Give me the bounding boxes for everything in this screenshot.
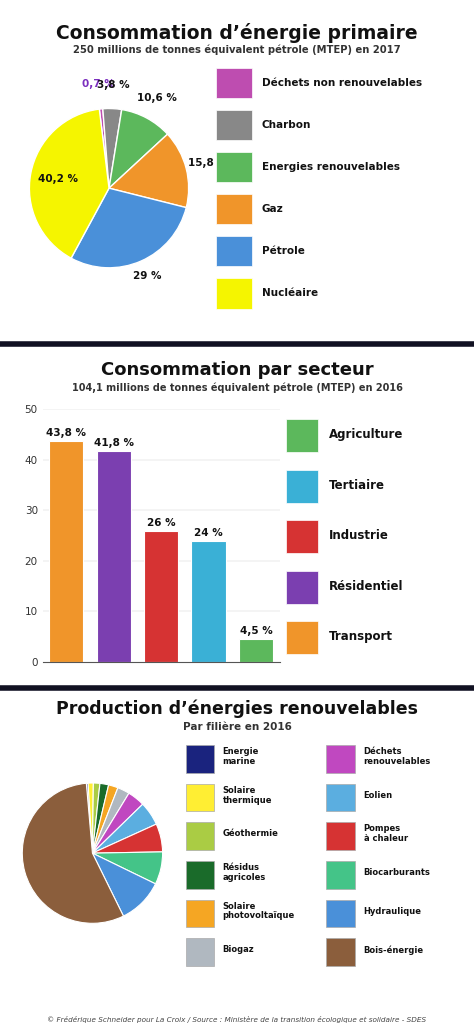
Text: 104,1 millions de tonnes équivalent pétrole (MTEP) en 2016: 104,1 millions de tonnes équivalent pétr… <box>72 383 402 393</box>
Text: Eolien: Eolien <box>364 791 393 800</box>
Bar <box>186 784 214 811</box>
Text: Déchets
renouvelables: Déchets renouvelables <box>364 747 431 766</box>
Bar <box>286 622 318 655</box>
Text: Industrie: Industrie <box>329 529 389 542</box>
Text: Pétrole: Pétrole <box>262 246 305 257</box>
Wedge shape <box>92 824 163 854</box>
Wedge shape <box>88 783 93 854</box>
Text: Biocarburants: Biocarburants <box>364 868 430 877</box>
Wedge shape <box>92 785 118 854</box>
Text: Par filière en 2016: Par filière en 2016 <box>182 722 292 732</box>
Text: Solaire
thermique: Solaire thermique <box>223 786 272 804</box>
Bar <box>186 899 214 928</box>
Text: Hydraulique: Hydraulique <box>364 906 422 916</box>
Text: 4,5 %: 4,5 % <box>239 626 273 636</box>
Wedge shape <box>103 108 122 188</box>
Text: Résidus
agricoles: Résidus agricoles <box>223 863 266 882</box>
Text: 29 %: 29 % <box>133 271 162 280</box>
Bar <box>286 470 318 503</box>
Text: Gaz: Gaz <box>262 204 283 214</box>
Text: © Frédérique Schneider pour La Croix / Source : Ministère de la transition écolo: © Frédérique Schneider pour La Croix / S… <box>47 1016 427 1023</box>
Text: Pompes
à chaleur: Pompes à chaleur <box>364 825 408 843</box>
Text: Agriculture: Agriculture <box>329 428 403 441</box>
Wedge shape <box>109 134 189 207</box>
Text: Energies renouvelables: Energies renouvelables <box>262 162 400 172</box>
Text: Bois-énergie: Bois-énergie <box>364 945 424 955</box>
Wedge shape <box>92 852 163 884</box>
Bar <box>286 521 318 554</box>
Text: Déchets non renouvelables: Déchets non renouvelables <box>262 78 422 88</box>
Text: 41,8 %: 41,8 % <box>94 438 134 447</box>
Text: Solaire
photovoltaïque: Solaire photovoltaïque <box>223 902 295 921</box>
Bar <box>97 451 131 662</box>
Text: 26 %: 26 % <box>147 518 175 528</box>
Wedge shape <box>29 109 109 258</box>
Text: Consommation d’énergie primaire: Consommation d’énergie primaire <box>56 23 418 42</box>
Text: 40,2 %: 40,2 % <box>38 173 78 184</box>
Text: Nucléaire: Nucléaire <box>262 289 318 298</box>
Bar <box>326 744 355 773</box>
Text: 250 millions de tonnes équivalent pétrole (MTEP) en 2017: 250 millions de tonnes équivalent pétrol… <box>73 44 401 55</box>
Bar <box>286 571 318 604</box>
Bar <box>191 540 226 662</box>
Wedge shape <box>71 188 186 268</box>
Bar <box>326 938 355 966</box>
Wedge shape <box>92 804 156 854</box>
Bar <box>216 68 252 98</box>
Wedge shape <box>92 793 143 854</box>
Text: 0,7 %: 0,7 % <box>82 78 115 89</box>
Bar <box>186 823 214 850</box>
Text: Résidentiel: Résidentiel <box>329 579 403 593</box>
Bar <box>216 236 252 266</box>
Bar <box>186 938 214 966</box>
Text: 3,8 %: 3,8 % <box>97 79 129 90</box>
Wedge shape <box>86 784 92 854</box>
Wedge shape <box>92 854 155 917</box>
Bar <box>216 194 252 225</box>
Text: 43,8 %: 43,8 % <box>46 428 86 437</box>
Text: Biogaz: Biogaz <box>223 945 254 955</box>
Text: 10,6 %: 10,6 % <box>137 94 177 103</box>
Text: 15,8 %: 15,8 % <box>188 158 228 168</box>
Text: Géothermie: Géothermie <box>223 829 279 838</box>
Bar <box>239 639 273 662</box>
Bar <box>186 861 214 889</box>
Text: 24 %: 24 % <box>194 528 223 537</box>
Bar <box>216 110 252 140</box>
Bar <box>49 440 83 662</box>
Text: Energie
marine: Energie marine <box>223 747 259 766</box>
Text: Production d’énergies renouvelables: Production d’énergies renouvelables <box>56 699 418 718</box>
Text: Charbon: Charbon <box>262 120 311 130</box>
Bar <box>326 899 355 928</box>
Text: Tertiaire: Tertiaire <box>329 478 385 492</box>
Bar <box>186 744 214 773</box>
Wedge shape <box>92 783 100 854</box>
Text: Transport: Transport <box>329 630 393 643</box>
Bar <box>286 420 318 453</box>
Bar <box>216 152 252 182</box>
Bar <box>216 278 252 308</box>
Bar <box>326 823 355 850</box>
Wedge shape <box>109 109 167 188</box>
Wedge shape <box>92 784 109 854</box>
Bar <box>326 861 355 889</box>
Wedge shape <box>92 788 129 854</box>
Text: Consommation par secteur: Consommation par secteur <box>100 361 374 378</box>
Wedge shape <box>22 784 123 924</box>
Wedge shape <box>100 108 109 188</box>
Bar <box>144 531 178 662</box>
Bar <box>326 784 355 811</box>
